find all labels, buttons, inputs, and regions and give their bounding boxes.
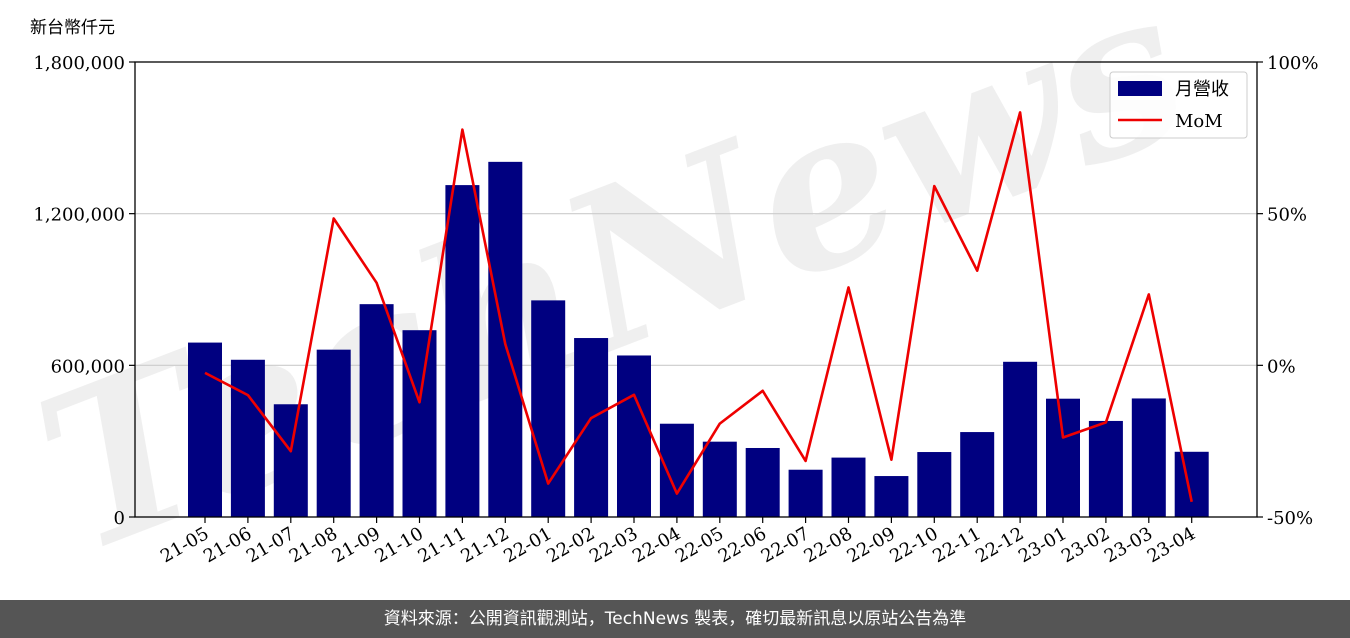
bar-21-07: [273, 404, 308, 517]
x-tick-label: 22-04: [629, 523, 684, 567]
bar-21-06: [230, 359, 265, 517]
x-axis: 21-0521-0621-0721-0821-0921-1021-1121-12…: [157, 517, 1199, 567]
bar-21-09: [359, 304, 394, 517]
bar-21-08: [316, 349, 351, 517]
left-axis-unit-label: 新台幣仟元: [30, 18, 115, 38]
x-tick-label: 23-02: [1058, 523, 1113, 567]
x-tick-label: 21-10: [372, 523, 427, 567]
mom-line-series: [204, 111, 1193, 503]
bar-22-10: [917, 452, 952, 517]
legend-line-label: MoM: [1175, 111, 1223, 132]
legend-bar-swatch: [1118, 81, 1162, 96]
right-tick-label: 100%: [1267, 53, 1318, 74]
plot-frame: [134, 61, 1258, 518]
bar-21-05: [188, 342, 222, 517]
x-tick-label: 21-11: [414, 523, 469, 567]
x-tick-label: 22-01: [500, 523, 555, 567]
bar-22-11: [960, 432, 995, 517]
left-tick-label: 600,000: [51, 356, 125, 377]
x-tick-label: 23-04: [1144, 523, 1199, 567]
left-tick-label: 1,200,000: [33, 205, 125, 226]
x-tick-label: 23-03: [1101, 523, 1156, 567]
left-tick-label: 0: [114, 508, 125, 529]
bar-22-03: [617, 355, 651, 517]
x-tick-label: 21-12: [457, 523, 512, 567]
source-footer: 資料來源：公開資訊觀測站，TechNews 製表，確切最新訊息以原站公告為準: [0, 600, 1350, 638]
x-tick-label: 22-02: [543, 523, 598, 567]
x-tick-label: 22-12: [972, 523, 1027, 567]
left-y-axis: 0 600,000 1,200,000 1,800,000: [33, 53, 135, 529]
x-tick-label: 22-10: [886, 523, 941, 567]
legend-bar-label: 月營收: [1175, 79, 1229, 100]
x-tick-label: 22-07: [758, 523, 813, 567]
x-tick-label: 22-11: [929, 523, 984, 567]
bar-22-02: [574, 338, 609, 517]
left-tick-label: 1,800,000: [33, 53, 125, 74]
bar-23-04: [1174, 451, 1209, 517]
x-tick-label: 23-01: [1015, 523, 1070, 567]
bar-22-06: [745, 447, 780, 517]
right-tick-label: -50%: [1267, 508, 1313, 529]
bar-22-12: [1003, 361, 1038, 517]
bar-22-09: [874, 476, 909, 517]
bar-22-07: [788, 469, 823, 517]
bar-22-05: [702, 441, 737, 517]
bar-23-01: [1046, 398, 1080, 517]
x-tick-label: 22-06: [715, 523, 770, 567]
x-tick-label: 22-05: [672, 523, 727, 567]
bar-22-04: [659, 423, 694, 517]
bar-23-02: [1088, 420, 1123, 517]
bar-series: [188, 161, 1209, 517]
legend: 月營收 MoM: [1109, 71, 1248, 139]
bar-23-03: [1131, 398, 1166, 517]
right-y-axis: -50% 0% 50% 100%: [1257, 53, 1318, 529]
bar-21-11: [445, 185, 480, 517]
bar-21-10: [402, 330, 437, 517]
bar-22-08: [831, 457, 866, 517]
mom-line: [204, 111, 1193, 503]
right-tick-label: 0%: [1267, 356, 1296, 377]
x-tick-label: 21-09: [329, 523, 384, 567]
x-tick-label: 21-08: [286, 523, 341, 567]
right-tick-label: 50%: [1267, 205, 1307, 226]
x-tick-label: 22-03: [586, 523, 641, 567]
x-tick-label: 22-09: [843, 523, 898, 567]
x-tick-label: 22-08: [801, 523, 856, 567]
